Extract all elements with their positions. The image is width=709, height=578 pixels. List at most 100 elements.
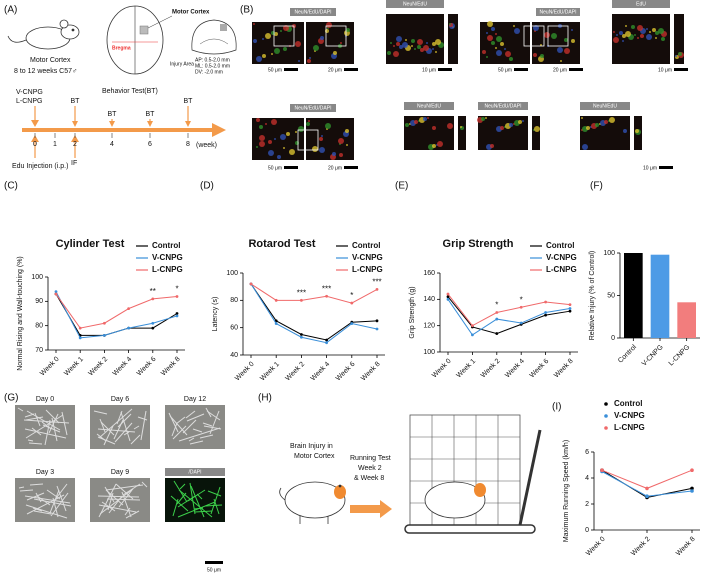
cell-process	[133, 425, 140, 430]
cell-process	[32, 507, 43, 512]
legend-label: L-CNPG	[352, 265, 383, 274]
significance: ***	[372, 278, 381, 287]
cell	[571, 39, 575, 43]
cell-process	[18, 486, 25, 489]
significance: ***	[297, 288, 306, 297]
point	[690, 486, 694, 491]
y-tick-label: 40	[230, 352, 238, 359]
cell	[560, 60, 562, 62]
cell-process	[125, 510, 140, 519]
cell	[326, 22, 332, 28]
header-bar	[536, 8, 580, 16]
cell	[280, 30, 282, 32]
y-axis-label: Latency (s)	[212, 297, 219, 332]
y-tick-label: 0	[585, 527, 589, 534]
schematic-text: Week 2	[358, 465, 382, 472]
cell	[485, 117, 487, 119]
cell-process	[97, 495, 140, 498]
cell-process	[27, 439, 34, 442]
series-line	[250, 283, 378, 344]
cell	[312, 146, 318, 152]
cell	[619, 31, 623, 35]
bt-label: BT	[108, 111, 118, 118]
cell	[295, 41, 301, 47]
legend-marker	[604, 426, 608, 430]
cell-process	[168, 412, 179, 433]
cell	[509, 123, 513, 127]
cell-process	[25, 416, 44, 421]
cell	[490, 144, 494, 148]
chart-title: Rotarod Test	[248, 238, 315, 250]
cell	[646, 34, 652, 40]
cell	[417, 45, 421, 49]
cell	[544, 32, 550, 38]
cell	[309, 57, 311, 59]
point	[350, 301, 354, 305]
cell	[306, 122, 310, 126]
header-bar	[404, 102, 454, 110]
cell	[332, 152, 336, 156]
point	[375, 288, 379, 291]
y-tick-label: 160	[423, 270, 435, 277]
roi-box	[297, 129, 319, 151]
cell	[338, 138, 344, 144]
timeline-note: IF	[71, 160, 77, 167]
series-line	[250, 283, 378, 341]
scale-bar	[284, 166, 298, 169]
image-header: NeuN/EdU	[417, 103, 441, 109]
cell-process	[177, 501, 216, 518]
point	[645, 486, 649, 491]
point	[54, 292, 58, 296]
cell-process	[26, 494, 65, 515]
cell	[658, 28, 664, 34]
header-bar	[290, 104, 336, 112]
scale-label: 50 μm	[268, 67, 282, 73]
mouse-icon	[7, 19, 80, 50]
point	[495, 311, 499, 314]
cell-process	[179, 483, 186, 490]
cell-process	[115, 483, 134, 500]
cell	[253, 23, 255, 25]
image-header: NeuN/EdU/DAPI	[295, 105, 332, 111]
cell-process	[189, 482, 196, 515]
point	[274, 322, 278, 325]
legend-label: Control	[614, 399, 642, 408]
cell	[637, 37, 639, 39]
cell	[307, 59, 311, 63]
point	[274, 319, 278, 323]
day-label: Day 6	[111, 396, 129, 403]
cell	[432, 42, 436, 46]
cell	[500, 42, 504, 46]
cell	[604, 120, 608, 124]
cell-process	[50, 492, 69, 517]
cell-process	[34, 412, 41, 427]
y-tick-label: 70	[35, 347, 43, 354]
legend-label: L-CNPG	[546, 265, 577, 274]
micrograph	[458, 116, 466, 150]
cell	[534, 126, 540, 132]
point	[645, 494, 649, 499]
stain-label: /DAPI	[188, 469, 201, 475]
cell	[622, 40, 624, 42]
significance: *	[495, 301, 498, 310]
cell-process	[118, 489, 133, 508]
cell	[616, 34, 618, 36]
header-bar	[386, 0, 444, 8]
bt-label: BT	[184, 98, 194, 105]
bt-arrowhead	[185, 121, 191, 127]
micrograph	[306, 22, 354, 64]
micrograph	[674, 14, 684, 64]
schematic-text: & Week 8	[354, 475, 384, 482]
cell-process	[175, 416, 186, 425]
cell	[295, 131, 297, 133]
point	[568, 307, 572, 310]
cell	[411, 45, 413, 47]
scale-label: 20 μm	[328, 67, 342, 73]
cell	[623, 129, 627, 133]
cell-process	[35, 492, 42, 503]
timeline-tick-label: 0	[33, 141, 37, 148]
cell	[631, 25, 635, 29]
cell-process	[190, 485, 205, 518]
scale-label: 20 μm	[328, 165, 342, 171]
cell-process	[28, 442, 43, 445]
